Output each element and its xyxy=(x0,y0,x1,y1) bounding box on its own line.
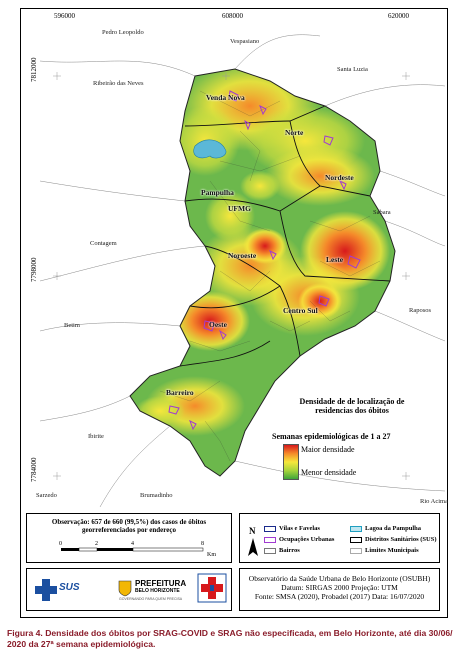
credits-box: Observatório da Saúde Urbana de Belo Hor… xyxy=(239,568,440,611)
credits-line1: Observatório da Saúde Urbana de Belo Hor… xyxy=(248,574,431,583)
swatch-limites xyxy=(350,548,362,554)
observation-text: Observação: 657 de 660 (99,5%) dos casos… xyxy=(51,518,207,534)
place-vespasiano: Vespasiano xyxy=(230,38,260,45)
prefeitura-line2: BELO HORIZONTE xyxy=(135,588,180,594)
place-contagem: Contagem xyxy=(90,240,117,247)
district-ufmg: UFMG xyxy=(228,204,251,213)
layer-vilas-favelas: Vilas e Favelas xyxy=(279,525,320,532)
legend-title: Densidade de de localização de residenci… xyxy=(299,397,405,415)
layer-legend: N Vilas e Favelas Ocupações Urbanas Bair… xyxy=(239,513,440,563)
swatch-bairros xyxy=(264,548,276,554)
layer-ocupacoes: Ocupações Urbanas xyxy=(279,536,335,543)
x-tick-608000: 608000 xyxy=(222,12,243,20)
swatch-ocupacoes xyxy=(264,537,276,543)
layer-lagoa: Lagoa da Pampulha xyxy=(365,525,421,532)
district-noroeste: Noroeste xyxy=(228,251,257,260)
district-oeste: Oeste xyxy=(209,320,227,329)
place-brumadinho: Brumadinho xyxy=(140,492,173,499)
prefeitura-line1: PREFEITURA xyxy=(135,579,187,588)
district-nordeste: Nordeste xyxy=(325,173,354,182)
place-ibirite: Ibirite xyxy=(88,433,104,440)
place-betim: Betim xyxy=(64,322,80,329)
scale-bar xyxy=(61,547,204,552)
prefeitura-emblem-icon xyxy=(118,580,132,597)
swatch-distritos xyxy=(350,537,362,543)
layer-bairros: Bairros xyxy=(279,547,300,554)
observatory-logo-icon xyxy=(197,573,227,603)
scale-tick-2: 2 xyxy=(95,541,98,547)
place-rio-acima: Rio Acima xyxy=(420,498,448,505)
district-barreiro: Barreiro xyxy=(166,388,194,397)
observation-box: Observação: 657 de 660 (99,5%) dos casos… xyxy=(26,513,232,563)
layer-distritos: Distritos Sanitários (SUS) xyxy=(365,536,437,543)
sus-logo-icon xyxy=(35,579,57,601)
figure-caption: Figura 4. Densidade dos óbitos por SRAG-… xyxy=(7,628,453,649)
district-centro-sul: Centro Sul xyxy=(283,306,318,315)
x-tick-620000: 620000 xyxy=(388,12,409,20)
x-tick-596000: 596000 xyxy=(54,12,75,20)
north-label: N xyxy=(249,526,256,536)
bottom-panel: Observação: 657 de 660 (99,5%) dos casos… xyxy=(26,513,440,612)
prefeitura-line3: GOVERNANDO PARA QUEM PRECISA xyxy=(119,597,183,601)
north-arrow-icon xyxy=(248,538,258,556)
sus-logo-text: SUS xyxy=(59,582,80,593)
place-santa-luzia: Santa Luzia xyxy=(337,66,368,73)
district-norte: Norte xyxy=(285,128,304,137)
swatch-vilas xyxy=(264,526,276,532)
credits-line3: Fonte: SMSA (2020), Probadel (2017) Data… xyxy=(254,592,425,601)
district-leste: Leste xyxy=(326,255,344,264)
district-pampulha: Pampulha xyxy=(201,188,234,197)
scale-tick-8: 8 xyxy=(201,541,204,547)
scale-tick-4: 4 xyxy=(131,541,134,547)
place-pedro-leopoldo: Pedro Leopoldo xyxy=(102,29,144,36)
scale-tick-0: 0 xyxy=(59,541,62,547)
layer-limites: Limites Municipais xyxy=(365,547,419,554)
legend-high: Maior densidade xyxy=(301,445,355,454)
place-raposos: Raposos xyxy=(409,307,432,314)
credits-line2: Datum: SIRGAS 2000 Projeção: UTM xyxy=(281,583,398,592)
place-sabara: Sabara xyxy=(373,209,391,216)
swatch-lagoa xyxy=(350,526,362,532)
district-venda-nova: Venda Nova xyxy=(206,93,245,102)
density-map xyxy=(39,34,445,507)
legend-low: Menor densidade xyxy=(301,468,357,477)
place-ribeirao-das-neves: Ribeirão das Neves xyxy=(93,80,144,87)
logos-box: SUS PREFEITURA BELO HORIZONTE GOVERNANDO… xyxy=(26,568,232,611)
scale-unit: Km xyxy=(207,552,216,558)
density-gradient xyxy=(283,444,299,480)
legend-weeks: Semanas epidemiológicas de 1 a 27 xyxy=(272,432,391,441)
place-sarzedo: Sarzedo xyxy=(36,492,57,499)
